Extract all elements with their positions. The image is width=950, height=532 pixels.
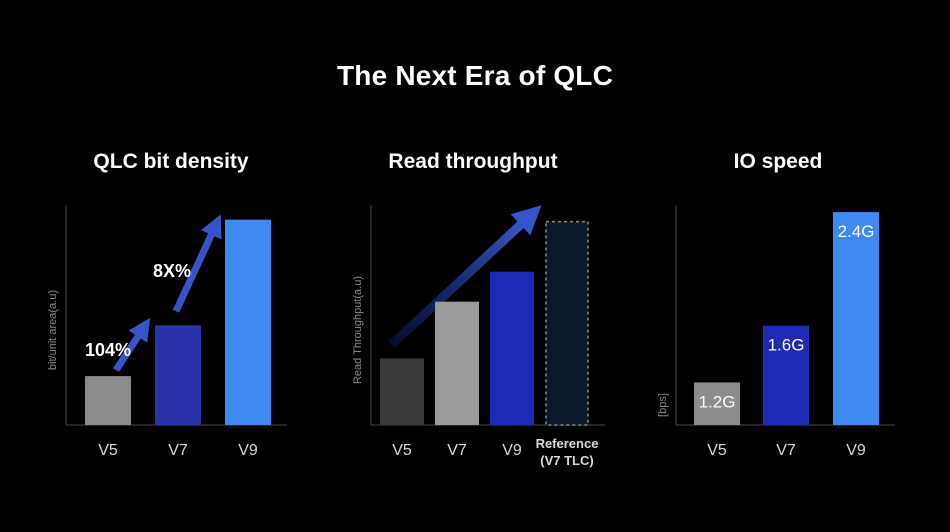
annotation-label: 104%	[85, 340, 131, 360]
bar-v5	[380, 358, 424, 425]
tick-label: (V7 TLC)	[540, 453, 593, 468]
tick-label: Reference	[536, 436, 599, 451]
chart-title-bit-density: QLC bit density	[93, 150, 249, 173]
bar-v7	[155, 325, 201, 425]
bar-v9	[225, 219, 271, 425]
tick-label: V9	[846, 442, 866, 459]
chart-title-read-throughput: Read throughput	[388, 150, 558, 173]
reference-bar	[545, 220, 589, 426]
tick-label: V7	[168, 442, 188, 459]
bar-v5	[694, 382, 740, 425]
data-label: 1.6G	[768, 336, 805, 355]
tick-label: V7	[447, 442, 467, 459]
bar-v5	[85, 376, 131, 425]
tick-label: V9	[238, 442, 258, 459]
growth-arrow	[172, 214, 222, 313]
tick-label: V5	[98, 442, 118, 459]
data-label: 2.4G	[838, 222, 875, 241]
y-axis-label: Read Throughput(a.u)	[352, 276, 364, 384]
growth-arrow	[388, 205, 542, 348]
bar-v9	[490, 271, 534, 425]
tick-label: V9	[502, 442, 522, 459]
bar-v9	[833, 212, 879, 425]
bar-v7	[763, 325, 809, 425]
tick-label: V5	[392, 442, 412, 459]
bar-v7	[435, 301, 479, 425]
growth-arrow	[113, 317, 151, 373]
y-axis-label: bit/unit area(a.u)	[47, 290, 59, 370]
y-axis-label: [bps]	[657, 393, 669, 417]
tick-label: V5	[707, 442, 727, 459]
annotation-label: 8X%	[153, 261, 191, 281]
chart-title-io-speed: IO speed	[733, 150, 823, 173]
tick-label: V7	[776, 442, 796, 459]
page-title: The Next Era of QLC	[336, 60, 614, 91]
data-label: 1.2G	[699, 392, 736, 411]
